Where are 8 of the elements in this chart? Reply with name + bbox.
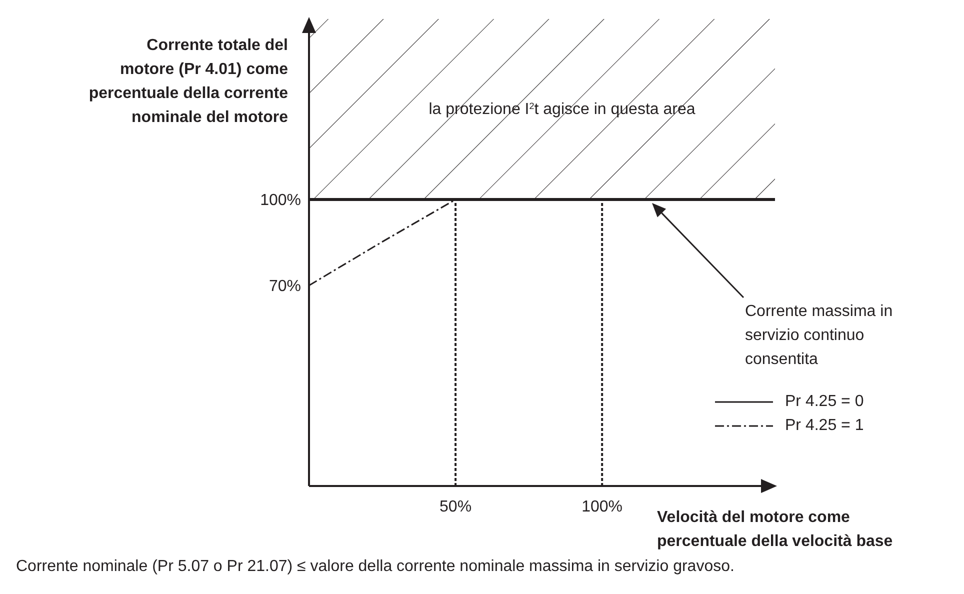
x-tick-label: 50% [440,498,472,516]
legend-label: Pr 4.25 = 0 [785,392,864,412]
y-tick-label: 70% [268,278,301,296]
x-axis-title: Velocità del motore come percentuale della velocità base [657,508,894,552]
text: Corrente nominale (Pr 5.07 o Pr 21.07) ≤ valore della corrente nominale massima in servizio gravoso. [16,558,734,576]
annotation: Corrente massima in servizio continuo consentita [745,302,894,370]
legend-label: Pr 4.25 = 1 [785,416,864,436]
y-axis-title: Corrente totale del motore (Pr 4.01) come percentuale della corrente nominale del motore [88,36,288,128]
